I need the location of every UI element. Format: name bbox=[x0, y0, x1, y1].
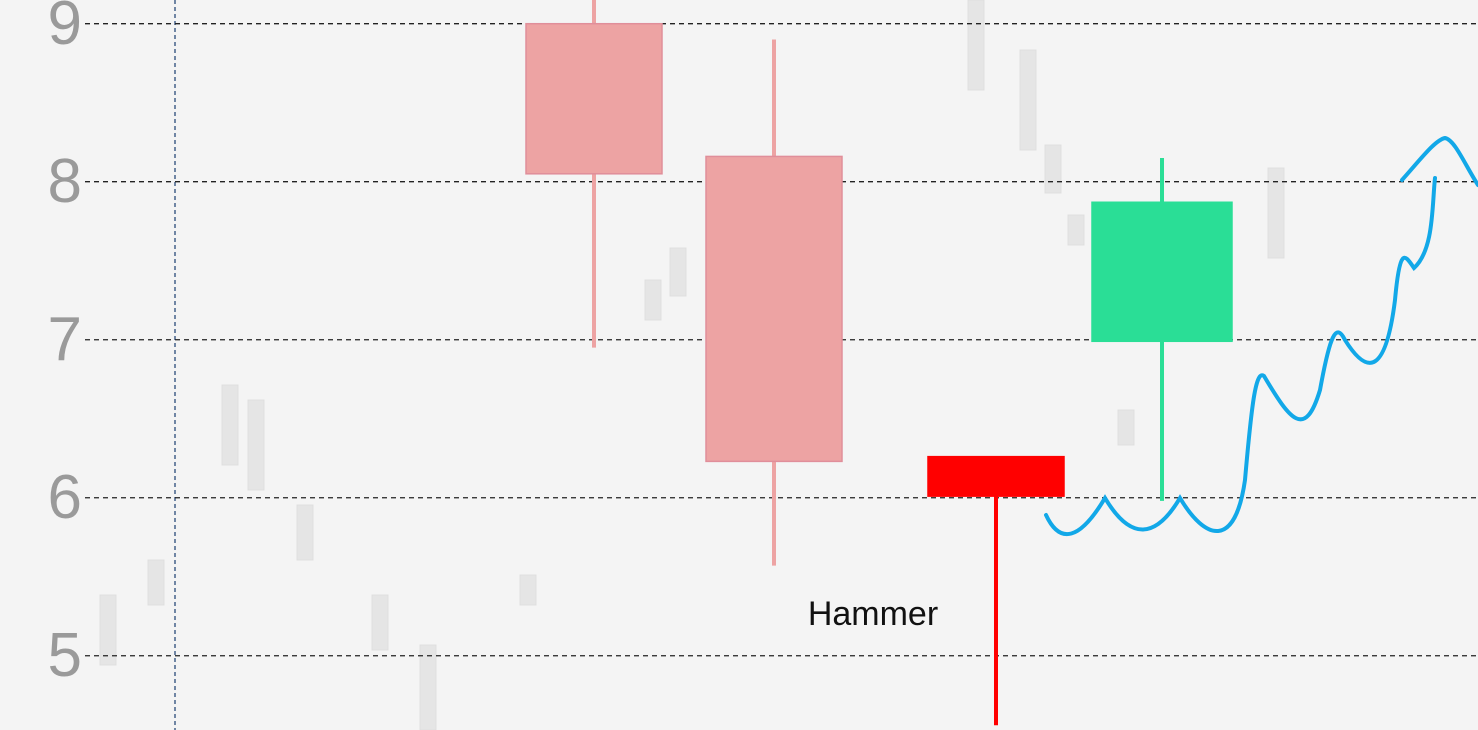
y-tick-label: 7 bbox=[48, 305, 82, 374]
y-tick-label: 8 bbox=[48, 147, 82, 216]
y-tick-label: 9 bbox=[48, 0, 82, 58]
candle-body bbox=[1091, 201, 1233, 343]
y-tick-label: 5 bbox=[48, 621, 82, 690]
trend-curve bbox=[1044, 176, 1437, 537]
annotation: Hammer bbox=[808, 595, 938, 633]
candle-body bbox=[525, 22, 663, 175]
y-tick-label: 6 bbox=[48, 463, 82, 532]
candle-body bbox=[705, 155, 843, 463]
background-pattern bbox=[99, 0, 1285, 730]
candle-body bbox=[927, 455, 1065, 497]
trend-curve bbox=[1400, 135, 1478, 187]
